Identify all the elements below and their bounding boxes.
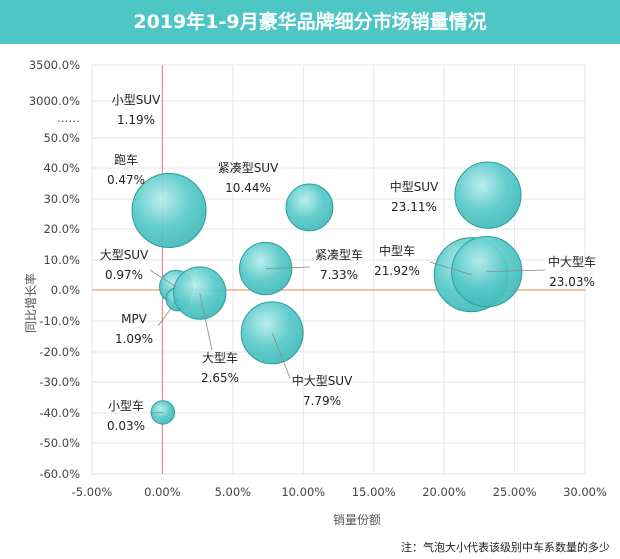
bubble-name-label: 紧凑型SUV — [218, 161, 279, 175]
x-axis-title: 销量份额 — [333, 513, 381, 527]
y-tick-label: -50.0% — [39, 436, 80, 450]
footnote: 注：气泡大小代表该级别中车系数量的多少 — [401, 541, 610, 554]
y-tick-label: -30.0% — [39, 375, 80, 389]
x-tick-label: 25.00% — [493, 485, 537, 499]
bubble-share-label: 0.97% — [105, 268, 143, 282]
leader-lines — [149, 261, 546, 414]
y-tick-label: -40.0% — [39, 406, 80, 420]
y-tick-label: 3500.0% — [29, 58, 80, 72]
bubble-share-label: 0.47% — [107, 173, 145, 187]
y-tick-label: …… — [57, 111, 80, 125]
x-tick-label: -5.00% — [72, 485, 113, 499]
bubble-share-label: 0.03% — [107, 419, 145, 433]
bubble-share-label: 21.92% — [374, 264, 420, 278]
bubble-name-label: 中型SUV — [390, 179, 439, 194]
leader-line — [265, 266, 311, 269]
bubble-name-label: 大型SUV — [100, 248, 149, 262]
y-tick-label: 3000.0% — [29, 94, 80, 108]
bubble-share-label: 7.33% — [320, 268, 358, 282]
bubble-name-label: 中大型车 — [548, 254, 596, 269]
data-labels: 小型SUV 1.19% 跑车 0.47% 紧凑型SUV 10.44% 中型SUV 23.11%… — [100, 93, 596, 433]
bubble-chart: 小型SUV 1.19% 跑车 0.47% 紧凑型SUV 10.44% 中型SUV 23.11%… — [0, 44, 620, 559]
x-tick-label: 20.00% — [422, 485, 466, 499]
y-tick-label: 50.0% — [43, 131, 80, 145]
bubble-name-label: 小型车 — [108, 398, 144, 413]
leader-line — [271, 332, 291, 379]
bubble-紧凑型SUV — [285, 183, 334, 232]
bubble-share-label: 10.44% — [225, 181, 271, 195]
title-bar: 2019年1-9月豪华品牌细分市场销量情况 — [0, 0, 620, 44]
x-tick-label: 15.00% — [352, 485, 396, 499]
y-tick-label: 10.0% — [43, 253, 80, 267]
bubble-name-label: 中型车 — [379, 243, 415, 258]
y-tick-label: 40.0% — [43, 161, 80, 175]
x-tick-label: 0.00% — [144, 485, 181, 499]
bubble-name-label: 小型SUV — [112, 93, 161, 107]
chart-title: 2019年1-9月豪华品牌细分市场销量情况 — [133, 11, 487, 33]
y-tick-label: -10.0% — [39, 314, 80, 328]
x-tick-label: 10.00% — [281, 485, 325, 499]
bubble-name-label: 跑车 — [114, 152, 138, 167]
bubble-name-label: 紧凑型车 — [315, 247, 363, 262]
x-tick-label: 30.00% — [563, 485, 607, 499]
bubble-name-label: 中大型SUV — [292, 373, 353, 388]
bubble-跑车 — [131, 172, 207, 248]
bubble-name-label: 大型车 — [202, 350, 238, 365]
leader-line — [157, 298, 179, 327]
y-tick-label: 20.0% — [43, 222, 80, 236]
bubble-name-label: MPV — [121, 312, 148, 326]
bubble-share-label: 1.09% — [115, 332, 153, 346]
bubble-share-label: 1.19% — [117, 113, 155, 127]
leader-line — [429, 261, 472, 276]
y-tick-label: 0.0% — [51, 283, 80, 297]
leader-line — [486, 269, 546, 273]
y-tick-label: -60.0% — [39, 467, 80, 481]
bubble-share-label: 23.11% — [391, 200, 437, 214]
bubble-中型SUV — [454, 161, 522, 229]
x-tick-label: 5.00% — [215, 485, 252, 499]
leader-line — [149, 412, 163, 414]
leader-line — [149, 269, 177, 288]
bubble-share-label: 7.79% — [303, 394, 341, 408]
bubble-share-label: 2.65% — [201, 371, 239, 385]
y-tick-label: 30.0% — [43, 192, 80, 206]
y-tick-label: -20.0% — [39, 345, 80, 359]
y-axis-title: 同比增长率 — [23, 273, 38, 333]
leader-line — [199, 292, 213, 351]
bubble-share-label: 23.03% — [549, 275, 595, 289]
tick-labels: 3500.0% 3000.0% …… 50.0% 40.0% 30.0% 20.0% 10.0… — [29, 58, 607, 499]
